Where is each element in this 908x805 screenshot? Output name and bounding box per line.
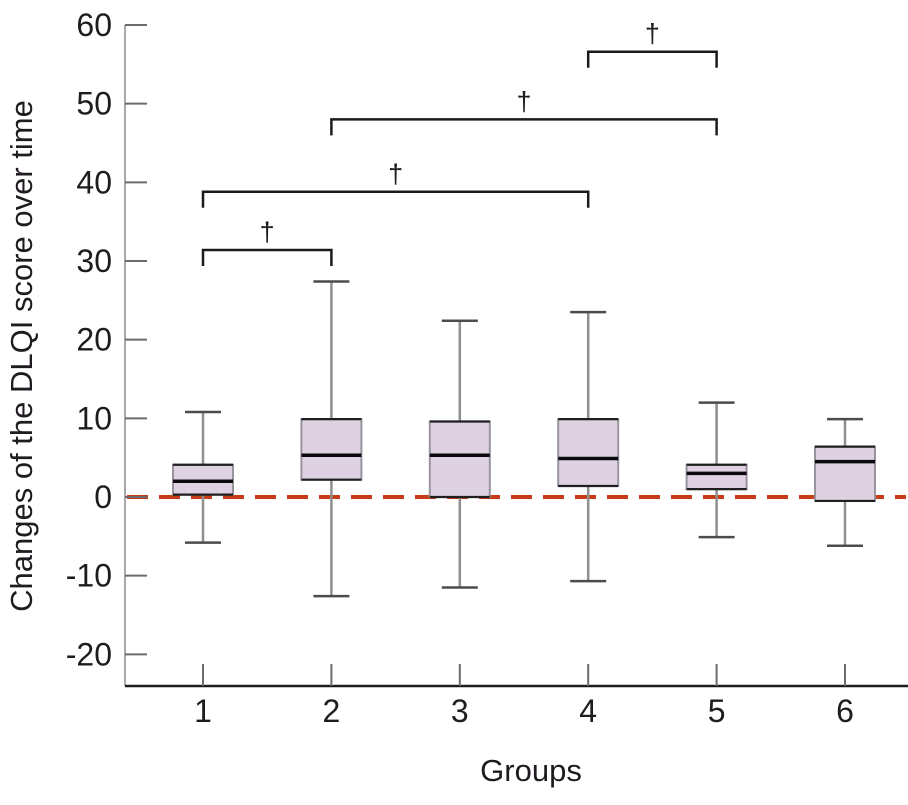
dagger-label: † [388,159,403,189]
y-tick-label: 30 [76,243,112,279]
y-tick-label: 10 [76,400,112,436]
significance-brackets-layer: † † † † [201,19,718,266]
box-iqr [685,463,748,491]
significance-bracket-2-5: † [330,86,718,136]
dagger-label: † [516,86,531,116]
bracket-line [201,190,590,208]
y-axis-title: Changes of the DLQI score over time [4,100,39,612]
x-tick-label: 1 [194,693,212,729]
y-tick-label: 20 [76,322,112,358]
dagger-label: † [645,19,660,49]
bracket-line [330,118,718,136]
box-group-5 [685,401,748,539]
box-group-4 [557,310,620,583]
box-iqr [557,418,620,487]
significance-bracket-1-4: † [201,159,590,208]
x-tick-label: 4 [579,693,597,729]
box-group-3 [428,319,491,589]
y-tick-label: 0 [94,479,112,515]
y-tick-label: 50 [76,86,112,122]
axes-layer: 60 50 40 30 20 10 0 -10 -20 1 2 3 4 5 6 [66,7,908,729]
x-tick-label: 5 [708,693,726,729]
y-tick-label: 40 [76,164,112,200]
y-tick-label: 60 [76,7,112,43]
box-iqr [814,445,876,502]
significance-bracket-1-2: † [201,217,333,266]
dagger-label: † [260,217,275,247]
significance-bracket-4-5: † [586,19,718,68]
y-tick-label: -10 [66,558,112,594]
bracket-line [586,50,718,68]
box-iqr [428,420,491,498]
x-tick-label: 6 [836,693,854,729]
x-tick-label: 3 [451,693,469,729]
boxes-layer [172,280,876,598]
box-group-1 [172,410,234,544]
y-tick-label: -20 [66,636,112,672]
bracket-line [201,248,333,266]
box-group-2 [300,280,363,598]
box-group-6 [814,417,876,548]
x-tick-label: 2 [323,693,341,729]
box-iqr [300,418,363,481]
x-axis-title: Groups [480,753,582,788]
